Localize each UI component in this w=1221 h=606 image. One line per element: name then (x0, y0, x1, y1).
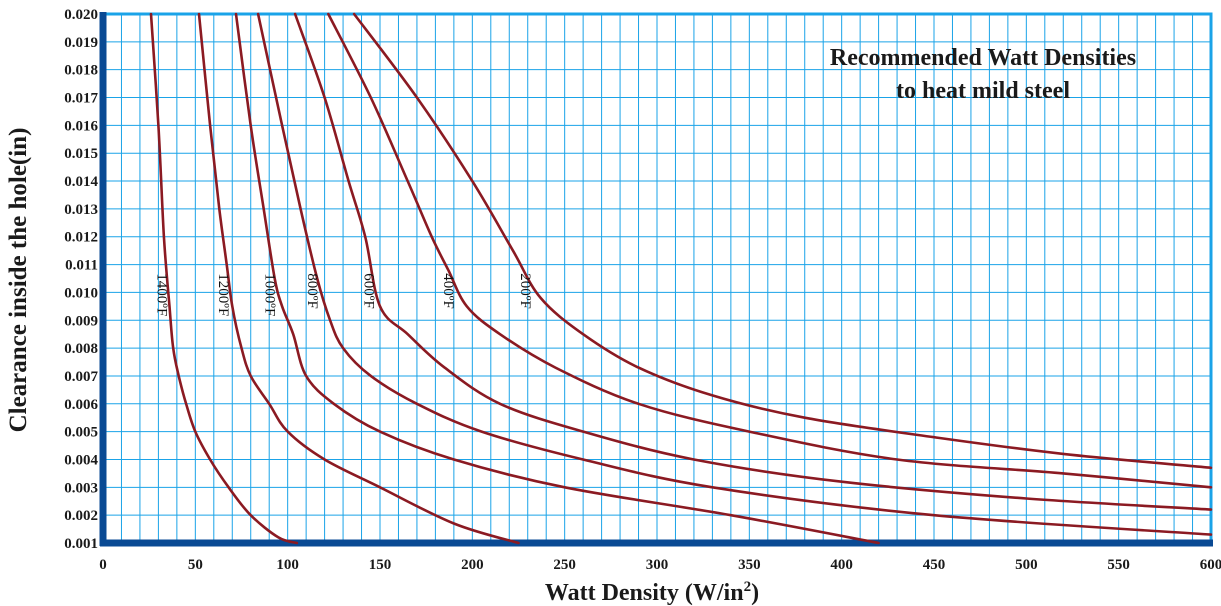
curve-labels: 1400ºF 1200ºF 1000ºF 800ºF 600ºF 400ºF 200ºF (154, 273, 533, 316)
y-tick-label: 0.015 (64, 146, 98, 162)
y-tick-label: 0.002 (64, 508, 98, 524)
x-tick-label: 450 (923, 557, 946, 573)
x-axis-title-end: ) (751, 580, 759, 606)
x-tick-label: 550 (1107, 557, 1130, 573)
curve-label-1000f: 1000ºF (262, 273, 278, 316)
curve-label-600f: 600ºF (361, 273, 377, 309)
y-tick-label: 0.017 (64, 91, 98, 107)
x-tick-label: 100 (276, 557, 299, 573)
curve-400f (327, 12, 1213, 489)
x-tick-label: 400 (830, 557, 853, 573)
x-axis-title-main: Watt Density (W/in (545, 580, 744, 606)
chart-title-line-2: to heat mild steel (896, 78, 1070, 104)
x-tick-label: 250 (553, 557, 576, 573)
x-tick-label: 500 (1015, 557, 1038, 573)
y-tick-label: 0.005 (64, 425, 98, 441)
curve-1200f (197, 12, 520, 545)
y-tick-label: 0.019 (64, 35, 98, 51)
x-tick-label: 350 (738, 557, 761, 573)
x-axis-title-superscript: 2 (744, 579, 752, 595)
curve-200f (352, 12, 1213, 470)
x-axis-title: Watt Density (W/in2) (545, 579, 759, 606)
x-tick-label: 150 (369, 557, 392, 573)
y-tick-label: 0.011 (65, 258, 98, 274)
x-tick-label: 0 (99, 557, 107, 573)
x-tick-label: 50 (188, 557, 203, 573)
y-tick-label: 0.008 (64, 341, 98, 357)
curve-label-400f: 400ºF (440, 273, 456, 309)
y-tick-labels: 0.001 0.002 0.003 0.004 0.005 0.006 0.007 0.008… (64, 7, 98, 552)
y-tick-label: 0.009 (64, 313, 98, 329)
curve-label-800f: 800ºF (304, 273, 320, 309)
curve-label-1200f: 1200ºF (215, 273, 231, 316)
y-tick-label: 0.016 (64, 118, 98, 134)
y-axis-title: Clearance inside the hole(in) (5, 128, 32, 433)
grid (103, 14, 1211, 543)
y-tick-label: 0.010 (64, 285, 98, 301)
y-tick-label: 0.003 (64, 480, 98, 496)
y-tick-label: 0.006 (64, 397, 98, 413)
y-tick-label: 0.004 (64, 452, 98, 468)
x-tick-label: 300 (646, 557, 669, 573)
y-tick-label: 0.020 (64, 7, 98, 23)
y-tick-label: 0.012 (64, 230, 98, 246)
curve-label-1400f: 1400ºF (154, 273, 170, 316)
curve-1400f (149, 12, 299, 545)
x-tick-label: 200 (461, 557, 484, 573)
y-tick-label: 0.014 (64, 174, 98, 190)
x-tick-label: 600 (1200, 557, 1221, 573)
curve-1000f (234, 12, 880, 545)
y-tick-label: 0.013 (64, 202, 98, 218)
y-tick-label: 0.001 (64, 536, 98, 552)
x-tick-labels: 0 50 100 150 200 250 300 350 400 450 500 550 600 (99, 557, 1221, 573)
curves (149, 12, 1213, 545)
y-tick-label: 0.007 (64, 369, 98, 385)
chart-title-line-1: Recommended Watt Densities (830, 45, 1136, 71)
y-tick-label: 0.018 (64, 63, 98, 79)
curve-label-200f: 200ºF (517, 273, 533, 309)
curve-600f (293, 12, 1213, 511)
curve-800f (256, 12, 1213, 536)
